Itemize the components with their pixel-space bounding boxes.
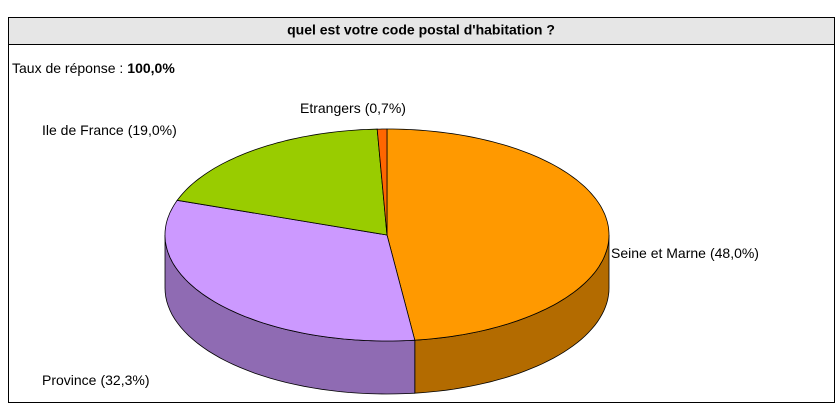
slice-label: Seine et Marne (48,0%) [611, 245, 759, 261]
slice [164, 199, 416, 342]
subtitle-label: Taux de réponse : [12, 60, 123, 76]
title-bar [8, 17, 835, 45]
response-rate: 100,0% [127, 60, 175, 76]
slice-label: Province (32,3%) [42, 372, 150, 388]
slice [176, 128, 388, 236]
slice [386, 128, 610, 341]
subtitle: Taux de réponse :100,0% [12, 60, 175, 76]
slice-value: (19,0%) [128, 122, 177, 138]
slice-value: (48,0%) [710, 245, 759, 261]
pie: Seine et Marne (48,0%) Province (32,3%) Ile … [42, 100, 759, 395]
slice-name: Etrangers [300, 100, 361, 116]
slice-value: (32,3%) [100, 372, 149, 388]
chart-title: quel est votre code postal d'habitation … [287, 22, 555, 38]
slice-label: Ile de France (19,0%) [42, 122, 177, 138]
slice-label: Etrangers (0,7%) [300, 100, 406, 116]
slice-name: Ile de France [42, 122, 124, 138]
slice-name: Province [42, 372, 97, 388]
slice-value: (0,7%) [365, 100, 406, 116]
slice-name: Seine et Marne [611, 245, 706, 261]
slice [376, 128, 388, 236]
